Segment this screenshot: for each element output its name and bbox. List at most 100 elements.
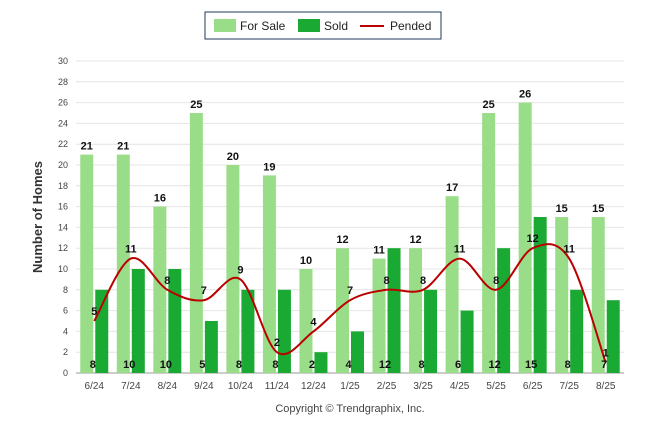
x-tick-label: 11/24 (265, 381, 290, 392)
sold-value-label: 6 (455, 359, 461, 371)
legend-label: Sold (324, 19, 348, 33)
for-sale-bar (153, 206, 167, 373)
for-sale-bar (409, 248, 423, 373)
sold-value-label: 4 (345, 359, 352, 371)
x-tick-label: 6/24 (85, 381, 105, 392)
sold-value-label: 8 (419, 359, 425, 371)
for-sale-value-label: 25 (190, 99, 202, 111)
for-sale-value-label: 12 (409, 234, 421, 246)
sold-bar (204, 321, 218, 373)
legend-swatch (214, 19, 236, 32)
for-sale-value-label: 19 (263, 161, 275, 173)
for-sale-value-label: 21 (81, 141, 93, 153)
y-tick-label: 18 (58, 181, 68, 191)
legend-label: Pended (390, 19, 431, 33)
y-tick-label: 16 (58, 202, 68, 212)
sold-value-label: 8 (565, 359, 571, 371)
x-tick-label: 1/25 (340, 381, 360, 392)
pended-value-label: 11 (454, 244, 466, 256)
legend-swatch (298, 19, 320, 32)
for-sale-bar (482, 113, 496, 373)
y-tick-label: 24 (58, 118, 68, 128)
sold-value-label: 12 (489, 359, 501, 371)
y-axis-label: Number of Homes (30, 161, 45, 273)
x-axis-ticks: 6/24 7/24 8/24 9/24 10/24 11/24 12/24 1/25 2/25 3… (85, 381, 616, 392)
y-tick-label: 0 (63, 368, 68, 378)
for-sale-bar (445, 196, 459, 373)
sold-bar (277, 289, 291, 373)
pended-value-label: 5 (91, 306, 97, 318)
sold-bar (95, 289, 109, 373)
sold-bar (497, 248, 511, 373)
sold-value-label: 2 (309, 359, 315, 371)
legend-label: For Sale (240, 19, 286, 33)
sold-bar (460, 310, 474, 373)
for-sale-value-label: 25 (483, 99, 495, 111)
sold-bar (351, 331, 364, 373)
pended-value-label: 7 (201, 285, 207, 297)
pended-value-label: 9 (237, 264, 243, 276)
y-tick-label: 20 (58, 160, 68, 170)
for-sale-bar (262, 175, 276, 373)
copyright-text: Copyright © Trendgraphix, Inc. (275, 403, 424, 415)
sold-value-label: 5 (199, 359, 205, 371)
pended-value-label: 2 (274, 337, 280, 349)
y-tick-label: 28 (58, 77, 68, 87)
legend-box (204, 11, 442, 40)
y-tick-label: 8 (63, 285, 68, 295)
y-tick-label: 6 (63, 306, 68, 316)
pended-value-label: 8 (420, 275, 426, 287)
for-sale-value-label: 15 (592, 203, 604, 215)
sold-value-label: 8 (90, 359, 96, 371)
sold-value-label: 10 (160, 359, 172, 371)
x-tick-label: 4/25 (450, 381, 470, 392)
y-tick-label: 4 (63, 326, 68, 336)
for-sale-bar (591, 217, 605, 373)
sold-value-label: 8 (236, 359, 242, 371)
sold-value-label: 7 (601, 359, 607, 371)
x-tick-label: 8/25 (596, 381, 616, 392)
x-tick-label: 9/24 (194, 381, 214, 392)
x-tick-label: 2/25 (377, 381, 397, 392)
sold-bar (424, 289, 438, 373)
x-tick-label: 10/24 (228, 381, 253, 392)
sold-bar (314, 352, 328, 373)
y-tick-label: 12 (58, 243, 68, 253)
y-tick-label: 14 (58, 222, 68, 232)
x-tick-label: 3/25 (413, 381, 433, 392)
for-sale-value-label: 12 (336, 234, 348, 246)
for-sale-value-label: 17 (446, 182, 458, 194)
y-tick-label: 26 (58, 98, 68, 108)
sold-value-label: 8 (272, 359, 278, 371)
for-sale-value-label: 16 (154, 193, 166, 205)
for-sale-bar (116, 154, 130, 373)
sold-bar (570, 289, 584, 373)
for-sale-bar (226, 165, 240, 373)
for-sale-value-label: 21 (117, 141, 129, 153)
pended-value-label: 7 (347, 285, 353, 297)
x-tick-label: 8/24 (158, 381, 178, 392)
y-tick-label: 30 (58, 56, 68, 66)
pended-value-label: 8 (383, 275, 389, 287)
for-sale-bar (518, 102, 532, 373)
legend: For Sale Sold Pended (204, 11, 442, 40)
pended-value-label: 8 (164, 275, 170, 287)
sold-bar (241, 289, 255, 373)
bars (80, 102, 620, 373)
pended-value-label: 8 (493, 275, 499, 287)
pended-value-label: 4 (310, 316, 317, 328)
for-sale-bar (299, 269, 313, 373)
y-tick-label: 10 (58, 264, 68, 274)
pended-line (93, 243, 607, 363)
for-sale-bar (372, 258, 386, 373)
for-sale-bar (80, 154, 94, 373)
x-tick-label: 7/25 (559, 381, 579, 392)
sold-value-label: 15 (525, 359, 537, 371)
for-sale-value-label: 26 (519, 89, 531, 101)
sold-value-label: 12 (379, 359, 391, 371)
sold-bar (533, 217, 547, 373)
pended-value-label: 11 (563, 244, 575, 256)
for-sale-value-label: 11 (373, 245, 385, 257)
y-tick-label: 2 (63, 347, 68, 357)
